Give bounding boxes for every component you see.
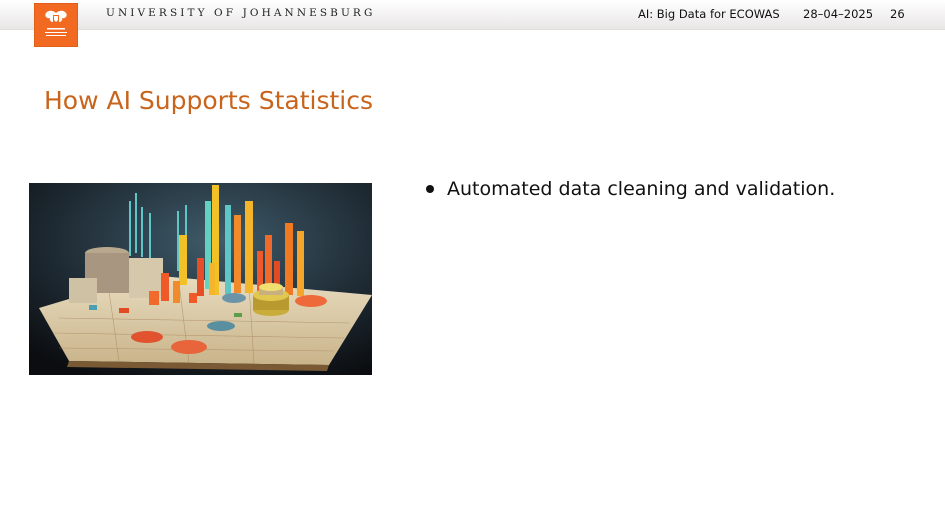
university-logo xyxy=(35,4,77,46)
presentation-title: AI: Big Data for ECOWAS xyxy=(638,7,780,21)
bullet-marker xyxy=(426,185,434,193)
bullet-text: Automated data cleaning and validation. xyxy=(447,178,836,200)
header-bar: UNIVERSITY OF JOHANNESBURG AI: Big Data … xyxy=(0,0,945,30)
slide-title: How AI Supports Statistics xyxy=(44,86,373,115)
bullet-list: Automated data cleaning and validation. xyxy=(424,176,835,202)
page-number: 26 xyxy=(890,7,905,21)
bullet-item: Automated data cleaning and validation. xyxy=(424,176,835,202)
crest-icon xyxy=(45,10,67,36)
presentation-date: 28–04–2025 xyxy=(803,7,874,21)
statistics-illustration xyxy=(29,183,372,375)
university-name: UNIVERSITY OF JOHANNESBURG xyxy=(106,7,376,19)
data-charts-image xyxy=(29,183,372,375)
